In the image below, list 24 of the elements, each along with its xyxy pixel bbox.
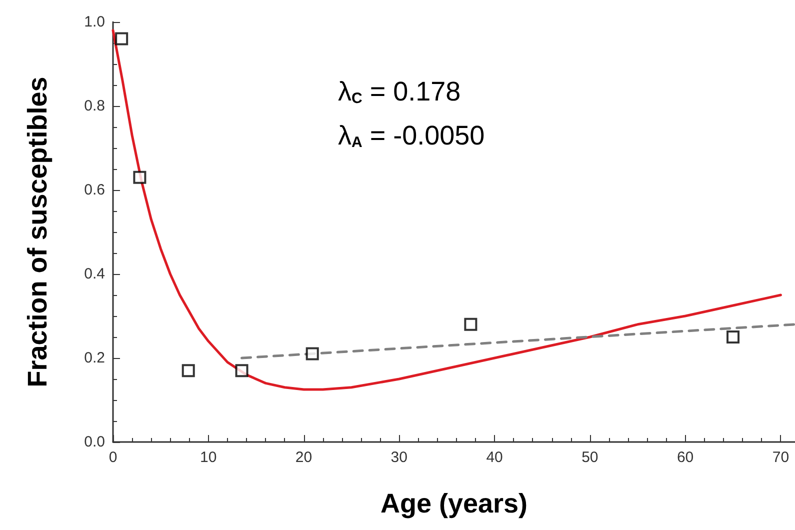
y-tick-label: 1.0 (84, 14, 105, 30)
y-tick-label: 0.4 (84, 266, 105, 282)
y-tick-label: 0.2 (84, 350, 105, 366)
point (726, 330, 740, 344)
x-tick-label: 60 (676, 449, 694, 466)
point (235, 364, 248, 378)
y-tick-label: 0.8 (84, 98, 105, 114)
x-tick-label: 20 (295, 449, 312, 466)
y-axis-title: Fraction of susceptibles (22, 76, 52, 388)
y-tick-label: 0.6 (84, 182, 105, 198)
y-tick-label: 0.0 (84, 434, 105, 450)
x-tick-label: 30 (390, 449, 408, 466)
point (133, 170, 146, 184)
point (115, 32, 128, 46)
line-series (112, 29, 782, 391)
point (182, 364, 195, 378)
x-tick-label: 0 (108, 449, 118, 466)
x-tick-label: 40 (486, 449, 503, 466)
x-axis-title: Age (years) (380, 488, 528, 518)
x-tick-label: 50 (582, 449, 598, 466)
x-tick-label: 70 (772, 449, 790, 466)
point (306, 347, 319, 360)
x-tick-label: 10 (200, 449, 217, 466)
point (464, 318, 478, 331)
